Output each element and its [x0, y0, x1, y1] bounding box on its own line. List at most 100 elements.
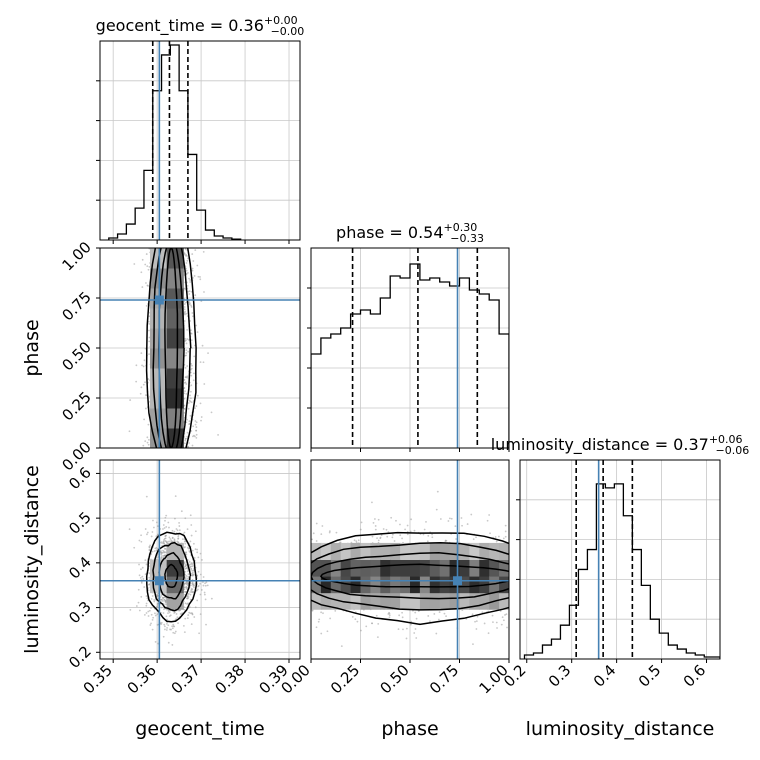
sample-point	[175, 618, 177, 620]
sample-point	[189, 514, 192, 517]
sample-point	[207, 352, 209, 355]
y-tick-label: 0.2	[65, 642, 95, 672]
sample-point	[143, 359, 146, 362]
sample-point	[137, 588, 140, 591]
sample-point	[444, 540, 447, 543]
sample-point	[398, 614, 401, 617]
sample-point	[475, 628, 478, 630]
sample-point	[173, 625, 176, 628]
density-cell	[380, 592, 391, 610]
histogram-step-luminosity_distance	[523, 483, 720, 659]
sample-point	[190, 339, 193, 342]
sample-point	[194, 420, 197, 422]
sample-point	[401, 537, 403, 540]
sample-point	[376, 537, 378, 540]
sample-point	[183, 608, 186, 611]
sample-point	[145, 595, 148, 597]
density-cell	[166, 388, 184, 409]
sample-point	[393, 540, 396, 542]
sample-point	[475, 536, 477, 539]
sample-point	[194, 423, 197, 426]
density-cell	[320, 542, 332, 560]
sample-point	[148, 353, 150, 356]
sample-point	[183, 308, 186, 311]
sample-point	[156, 613, 159, 616]
sample-point	[190, 623, 193, 626]
title-upper: +0.30	[444, 221, 478, 234]
sample-point	[185, 354, 187, 357]
density-cell	[166, 542, 184, 560]
sample-point	[145, 604, 148, 607]
sample-point	[148, 548, 151, 551]
sample-point	[186, 284, 189, 287]
sample-point	[196, 548, 199, 551]
sample-point	[194, 530, 197, 533]
x-tick-label: 0.6	[680, 661, 710, 691]
density-cell	[166, 592, 184, 610]
sample-point	[187, 350, 190, 353]
sample-point	[150, 535, 153, 538]
sample-point	[193, 275, 196, 277]
sample-point	[194, 407, 196, 410]
sample-point	[404, 528, 406, 531]
sample-point	[166, 627, 168, 629]
density-cell	[459, 576, 470, 594]
sample-point	[184, 617, 187, 620]
sample-point	[133, 263, 136, 265]
sample-point	[425, 520, 427, 523]
sample-point	[173, 539, 176, 542]
sample-point	[186, 577, 189, 580]
sample-point	[191, 444, 194, 447]
sample-point	[168, 611, 171, 614]
y-tick-label: 0.50	[58, 338, 94, 374]
sample-point	[377, 518, 380, 521]
sample-point	[188, 611, 191, 614]
sample-point	[184, 517, 187, 520]
sample-point	[185, 352, 188, 354]
density-cell	[499, 576, 509, 594]
sample-point	[165, 526, 168, 528]
sample-point	[376, 636, 379, 639]
sample-point	[144, 263, 147, 266]
sample-point	[138, 539, 141, 542]
sample-point	[184, 576, 187, 579]
axes-frame	[519, 459, 721, 660]
sample-point	[195, 324, 198, 327]
sample-point	[190, 304, 192, 307]
density-cell	[489, 576, 500, 594]
sample-point	[174, 517, 176, 520]
sample-point	[165, 540, 168, 543]
y-tick-label: 0.5	[65, 508, 95, 538]
y-tick-label: 0.25	[58, 388, 94, 424]
density-cell	[469, 559, 480, 577]
sample-point	[195, 429, 198, 432]
sample-point	[401, 611, 403, 614]
sample-point	[195, 589, 198, 592]
title-lower: −0.33	[450, 232, 484, 245]
title-name: geocent_time = 0.36	[96, 16, 264, 36]
sample-point	[167, 521, 170, 524]
sample-point	[190, 587, 193, 590]
sample-point	[165, 629, 168, 631]
density-cell	[439, 592, 451, 610]
sample-point	[410, 518, 413, 521]
sample-point	[357, 539, 360, 542]
sample-point	[474, 620, 476, 623]
sample-point	[390, 516, 393, 519]
sample-point	[173, 632, 176, 635]
sample-point	[355, 540, 358, 543]
sample-point	[466, 523, 469, 525]
x-axis-label: luminosity_distance	[526, 718, 715, 740]
y-tick-label: 0.3	[65, 598, 95, 628]
sample-point	[180, 510, 183, 513]
sample-point	[189, 281, 192, 283]
sample-point	[205, 581, 208, 584]
panel-hist_phase: phase = 0.54+0.30 −0.33	[307, 221, 510, 452]
contour-2	[311, 541, 509, 611]
sample-point	[406, 533, 409, 536]
sample-point	[190, 367, 193, 370]
histogram-step-geocent_time	[108, 44, 242, 240]
sample-point	[191, 565, 194, 567]
sample-point	[391, 536, 394, 539]
sample-point	[374, 518, 376, 520]
